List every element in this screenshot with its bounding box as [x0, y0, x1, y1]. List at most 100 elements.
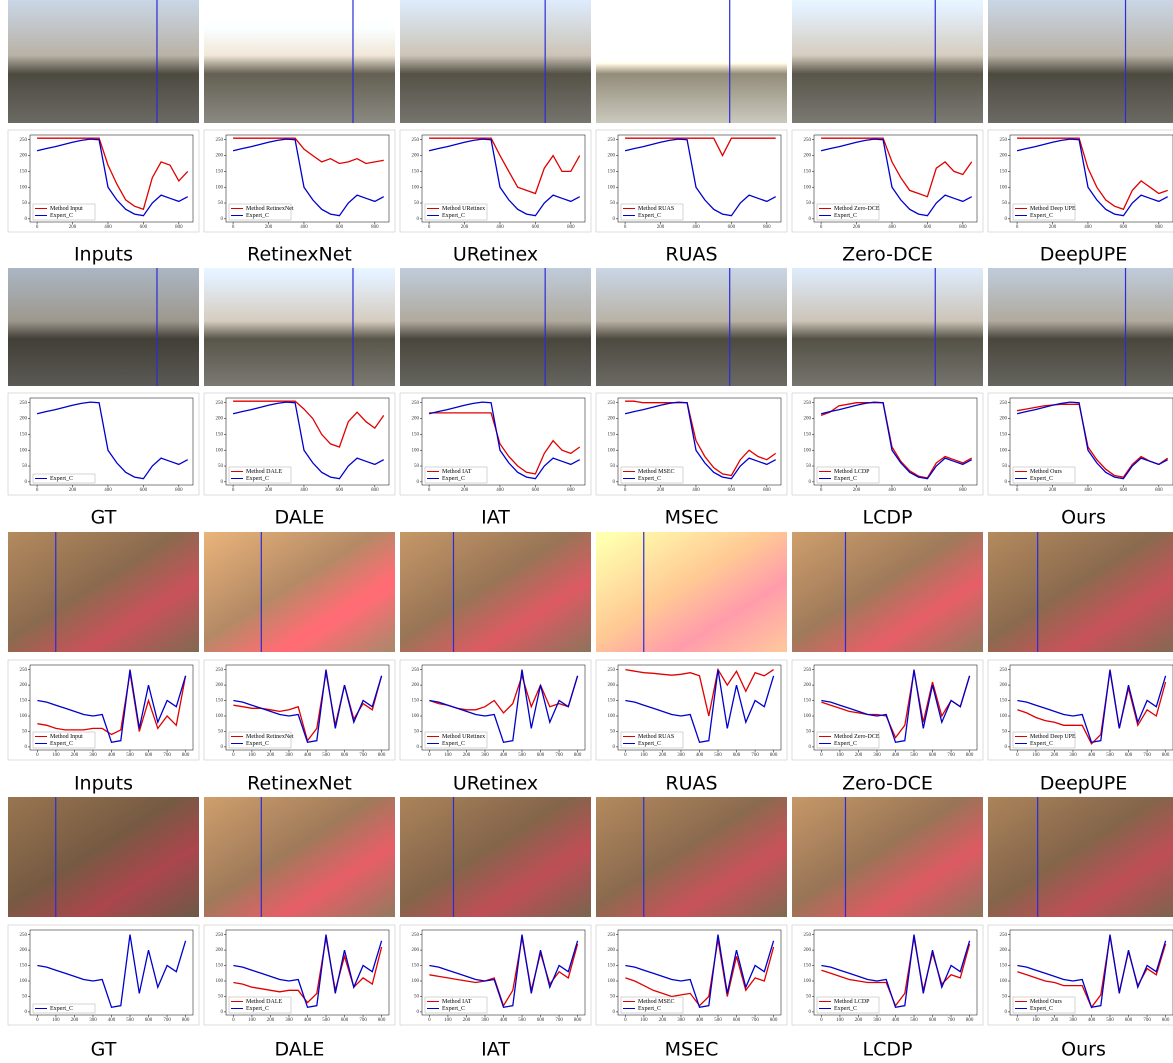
y-tick-label: 100	[412, 979, 420, 984]
y-tick-label: 50	[218, 464, 224, 469]
y-tick-label: 150	[216, 170, 224, 175]
x-tick-label: 500	[518, 753, 526, 758]
legend-label: Method MSEC	[638, 469, 675, 475]
y-tick-label: 150	[412, 964, 420, 969]
method-label: RUAS	[665, 244, 717, 266]
x-tick-label: 500	[714, 1018, 722, 1023]
method-label: DeepUPE	[1040, 244, 1127, 266]
y-tick-label: 200	[608, 683, 616, 688]
x-tick-label: 200	[1049, 488, 1057, 493]
x-tick-label: 700	[1143, 753, 1151, 758]
y-tick-label: 150	[608, 699, 616, 704]
x-tick-label: 600	[1120, 488, 1128, 493]
x-tick-label: 600	[929, 1018, 937, 1023]
y-tick-label: 100	[1000, 714, 1008, 719]
image	[596, 797, 787, 917]
legend-label: Method DALE	[246, 469, 282, 475]
x-tick-label: 600	[733, 753, 741, 758]
legend-label: Expert_C	[442, 476, 465, 482]
x-tick-label: 700	[163, 1018, 171, 1023]
y-tick-label: 100	[804, 448, 812, 453]
method-label: MSEC	[665, 507, 719, 529]
image	[400, 797, 591, 917]
x-tick-label: 300	[1069, 753, 1077, 758]
x-tick-label: 200	[265, 488, 273, 493]
x-tick-label: 400	[108, 753, 116, 758]
x-tick-label: 600	[537, 1018, 545, 1023]
y-tick-label: 150	[412, 170, 420, 175]
y-tick-label: 200	[1000, 417, 1008, 422]
legend-label: Expert_C	[1030, 213, 1053, 219]
legend-label: Expert_C	[638, 1006, 661, 1012]
image	[792, 532, 983, 652]
y-tick-label: 200	[216, 683, 224, 688]
x-tick-label: 200	[1051, 1018, 1059, 1023]
x-tick-label: 200	[853, 225, 861, 230]
legend-label: Expert_C	[246, 741, 269, 747]
y-tick-label: 150	[216, 699, 224, 704]
y-tick-label: 150	[20, 699, 28, 704]
x-tick-label: 100	[1032, 753, 1040, 758]
x-tick-label: 500	[910, 1018, 918, 1023]
x-tick-label: 800	[966, 753, 974, 758]
x-tick-label: 300	[89, 753, 97, 758]
y-tick-label: 50	[806, 730, 812, 735]
x-tick-label: 600	[532, 488, 540, 493]
y-tick-label: 150	[216, 964, 224, 969]
y-tick-label: 200	[804, 154, 812, 159]
x-tick-label: 800	[574, 1018, 582, 1023]
x-tick-label: 300	[873, 753, 881, 758]
x-tick-label: 600	[1120, 225, 1128, 230]
legend-label: Expert_C	[246, 1006, 269, 1012]
x-tick-label: 800	[1162, 1018, 1170, 1023]
y-tick-label: 250	[216, 401, 224, 406]
x-tick-label: 400	[104, 488, 112, 493]
method-label: IAT	[481, 1039, 510, 1061]
legend-label: Method RUAS	[638, 734, 674, 740]
y-tick-label: 200	[20, 683, 28, 688]
image	[204, 797, 395, 917]
method-label: LCDP	[863, 1039, 913, 1061]
method-label: URetinex	[453, 773, 538, 795]
y-tick-label: 50	[218, 201, 224, 206]
y-tick-label: 100	[412, 714, 420, 719]
x-tick-label: 800	[182, 1018, 190, 1023]
x-tick-label: 600	[929, 753, 937, 758]
y-tick-label: 250	[216, 933, 224, 938]
y-tick-label: 250	[216, 668, 224, 673]
y-tick-label: 200	[1000, 683, 1008, 688]
x-tick-label: 600	[341, 1018, 349, 1023]
x-tick-label: 300	[285, 753, 293, 758]
x-tick-label: 600	[733, 1018, 741, 1023]
x-tick-label: 400	[692, 488, 700, 493]
image	[204, 268, 395, 386]
x-tick-label: 700	[751, 1018, 759, 1023]
x-tick-label: 700	[751, 753, 759, 758]
x-tick-label: 600	[140, 488, 148, 493]
image	[988, 0, 1173, 123]
y-tick-label: 150	[608, 433, 616, 438]
legend-label: Expert_C	[246, 213, 269, 219]
legend-label: Expert_C	[834, 1006, 857, 1012]
image	[8, 532, 199, 652]
x-tick-label: 300	[481, 1018, 489, 1023]
y-tick-label: 200	[412, 154, 420, 159]
x-tick-label: 200	[69, 488, 77, 493]
legend-label: Expert_C	[442, 213, 465, 219]
x-tick-label: 500	[322, 1018, 330, 1023]
x-tick-label: 300	[481, 753, 489, 758]
x-tick-label: 700	[163, 753, 171, 758]
x-tick-label: 700	[359, 1018, 367, 1023]
y-tick-label: 250	[804, 668, 812, 673]
y-tick-label: 100	[608, 979, 616, 984]
x-tick-label: 100	[444, 1018, 452, 1023]
y-tick-label: 250	[20, 401, 28, 406]
x-tick-label: 500	[1106, 1018, 1114, 1023]
x-tick-label: 100	[444, 753, 452, 758]
y-tick-label: 200	[804, 683, 812, 688]
x-tick-label: 600	[924, 225, 932, 230]
x-tick-label: 200	[657, 225, 665, 230]
x-tick-label: 200	[71, 1018, 79, 1023]
x-tick-label: 200	[267, 1018, 275, 1023]
x-tick-label: 600	[924, 488, 932, 493]
